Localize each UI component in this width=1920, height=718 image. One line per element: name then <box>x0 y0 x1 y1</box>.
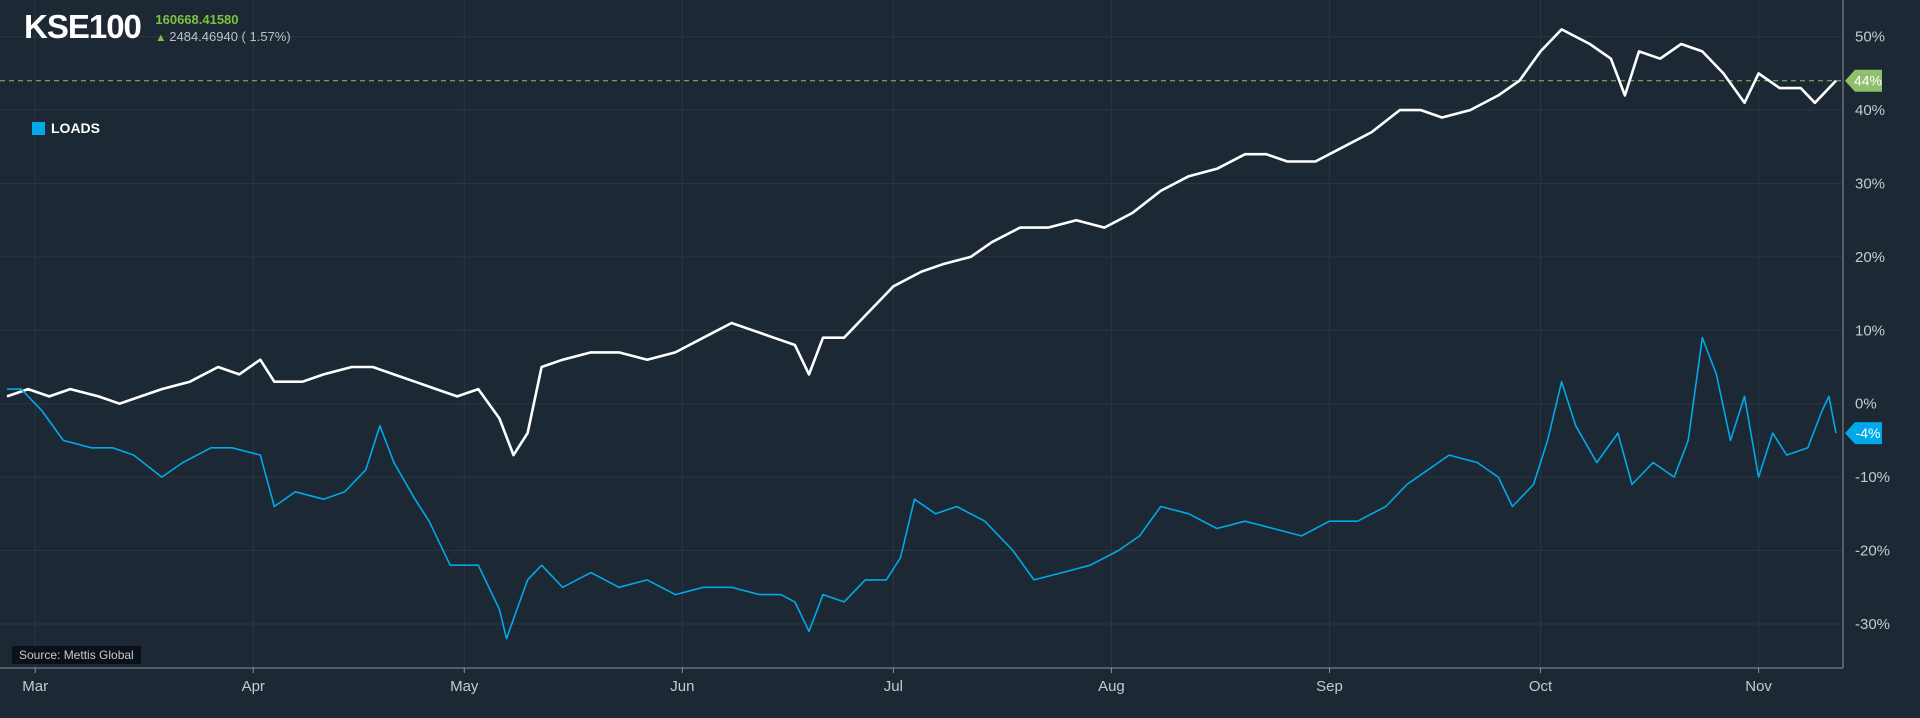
legend[interactable]: LOADS <box>32 120 100 136</box>
x-tick-label: Nov <box>1745 678 1772 695</box>
y-tick-label: -20% <box>1855 543 1890 560</box>
series-line-loads[interactable] <box>7 336 1837 640</box>
y-tick-label: -10% <box>1855 469 1890 486</box>
y-tick-label: 20% <box>1855 249 1885 266</box>
ticker-symbol: KSE100 <box>24 8 142 45</box>
y-tick-label: -30% <box>1855 616 1890 633</box>
badge-shape <box>1845 422 1882 445</box>
last-price: 160668.41580 <box>155 12 239 27</box>
x-tick-label: Jun <box>670 678 694 695</box>
x-tick-label: Apr <box>242 678 265 695</box>
chart-header: KSE100 160668.41580 ▲ 2484.46940 ( 1.57%) <box>24 8 291 46</box>
badge-shape <box>1845 69 1882 92</box>
y-tick-label: 0% <box>1855 396 1877 413</box>
axes: 50% 40% 30% 20% 10% 0% -10% -20% -30% Mar Apr May Ju… <box>0 0 1890 695</box>
up-arrow-icon: ▲ <box>155 32 167 44</box>
legend-label-loads: LOADS <box>51 120 100 136</box>
series-layer <box>6 28 1837 640</box>
x-tick-label: Oct <box>1529 678 1553 695</box>
x-tick-label: Aug <box>1098 678 1125 695</box>
x-tick-label: May <box>450 678 479 695</box>
quote-block: 160668.41580 ▲ 2484.46940 ( 1.57%) <box>155 12 290 44</box>
last-value-badges: 44% -4% <box>1845 69 1882 445</box>
y-tick-label: 40% <box>1855 102 1885 119</box>
grid <box>0 0 1843 668</box>
price-change: ▲ 2484.46940 ( 1.57%) <box>155 29 290 44</box>
last-value-badge-loads: -4% <box>1845 422 1882 445</box>
y-tick-label: 50% <box>1855 29 1885 46</box>
badge-label: 44% <box>1854 73 1882 89</box>
y-tick-label: 30% <box>1855 176 1885 193</box>
price-change-value: 2484.46940 ( 1.57%) <box>169 29 291 44</box>
legend-swatch-loads <box>32 121 45 135</box>
last-value-badge-kse100: 44% <box>1845 69 1882 92</box>
y-tick-label: 10% <box>1855 322 1885 339</box>
badge-label: -4% <box>1856 425 1881 441</box>
series-line-kse100[interactable] <box>6 28 1837 457</box>
source-credit: Source: Mettis Global <box>12 646 141 664</box>
x-tick-label: Jul <box>884 678 903 695</box>
x-tick-label: Sep <box>1316 678 1343 695</box>
x-tick-label: Mar <box>22 678 48 695</box>
